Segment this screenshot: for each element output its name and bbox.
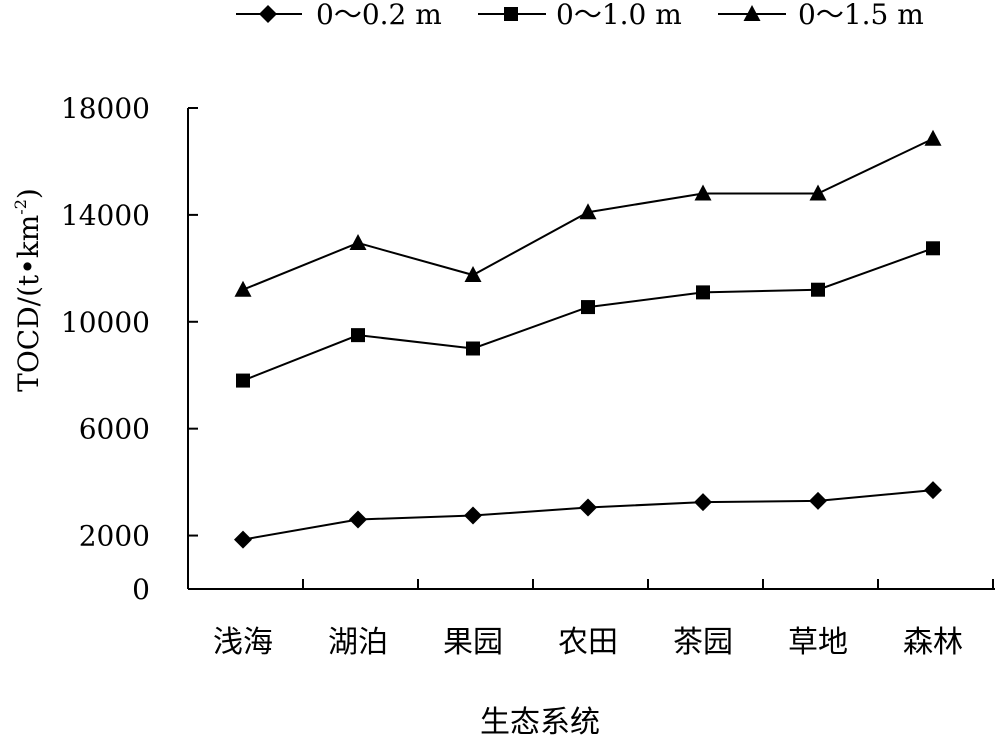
data-point-triangle	[349, 233, 367, 250]
y-tick-label: 10000	[61, 306, 150, 339]
data-point-diamond	[234, 530, 252, 549]
y-tick-label: 14000	[61, 199, 150, 232]
y-tick-label: 18000	[61, 92, 150, 125]
plot-area	[234, 129, 942, 549]
y-tick-label: 6000	[79, 413, 150, 446]
data-point-square	[811, 282, 825, 297]
data-point-triangle	[234, 280, 252, 297]
data-point-square	[696, 285, 710, 300]
series-line	[242, 247, 934, 382]
x-axis-title: 生态系统	[480, 705, 600, 737]
x-tick-label: 森林	[903, 625, 963, 660]
legend-label: 0～1.5 m	[798, 0, 924, 31]
x-tick-label: 草地	[788, 625, 848, 660]
data-point-diamond	[464, 506, 482, 525]
series-triangle	[234, 129, 942, 297]
data-point-triangle	[464, 266, 482, 283]
x-tick-label: 湖泊	[328, 625, 388, 660]
data-point-diamond	[694, 493, 712, 512]
y-axis: 0 2000 6000 10000 14000 18000	[61, 92, 198, 606]
x-tick-label: 果园	[443, 625, 503, 660]
data-point-triangle	[694, 184, 712, 201]
x-tick-label: 农田	[558, 625, 618, 660]
data-point-square	[466, 341, 480, 356]
legend-marker-triangle	[743, 5, 761, 21]
x-tick-label: 茶园	[673, 625, 733, 660]
legend-item: 0～1.5 m	[718, 0, 924, 31]
series-diamond	[234, 481, 942, 549]
data-point-diamond	[349, 510, 367, 529]
legend-label: 0～0.2 m	[316, 0, 442, 31]
legend: 0～0.2 m 0～1.0 m 0～1.5 m	[236, 0, 924, 31]
data-point-diamond	[809, 491, 827, 510]
data-point-triangle	[809, 184, 827, 201]
x-axis: 浅海 湖泊 果园 农田 茶园 草地 森林	[187, 579, 995, 660]
legend-label: 0～1.0 m	[556, 0, 682, 31]
data-point-triangle	[924, 129, 942, 146]
legend-item: 0～0.2 m	[236, 0, 442, 31]
data-point-square	[236, 373, 250, 388]
data-point-square	[926, 241, 940, 256]
data-point-diamond	[924, 481, 942, 500]
legend-marker-square	[504, 7, 518, 21]
data-point-triangle	[579, 203, 597, 220]
data-point-diamond	[579, 498, 597, 517]
y-tick-label: 2000	[79, 520, 150, 553]
legend-marker-diamond	[259, 5, 277, 23]
y-tick-label: 0	[132, 573, 150, 606]
series-square	[236, 241, 940, 388]
data-point-square	[351, 328, 365, 343]
y-axis-title: TOCD/(t•km-2)	[11, 188, 45, 392]
x-tick-label: 浅海	[213, 625, 273, 660]
legend-item: 0～1.0 m	[478, 0, 682, 31]
data-point-square	[581, 300, 595, 315]
